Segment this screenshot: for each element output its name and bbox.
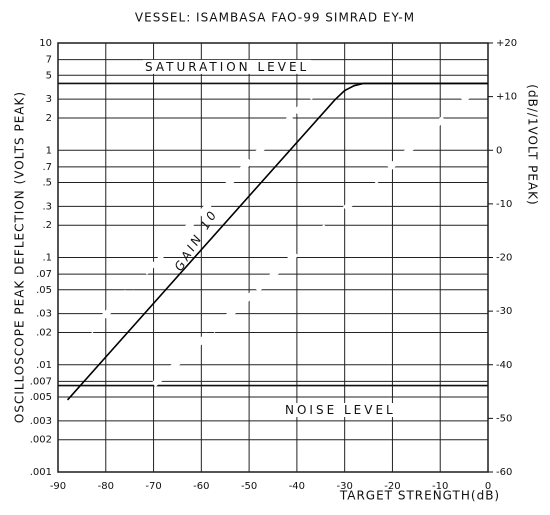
- level-label: NOISE LEVEL: [285, 403, 396, 417]
- x-tick-label: -30: [336, 481, 352, 492]
- label-bg: [143, 59, 312, 74]
- x-axis-label: TARGET STRENGTH(dB): [339, 489, 500, 503]
- y2-tick-label: -30: [496, 306, 512, 317]
- y-tick-label: 3: [46, 94, 52, 105]
- y2-tick-label: +20: [496, 38, 517, 49]
- y-tick-label: 7: [46, 55, 52, 66]
- gain-band: [60, 83, 323, 363]
- y-tick-label: .05: [36, 285, 52, 296]
- y2-tick-label: 0: [496, 145, 502, 156]
- x-tick-label: -70: [145, 481, 161, 492]
- y-tick-label: .1: [42, 253, 52, 264]
- x-tick-label: -90: [50, 481, 66, 492]
- y-axis-label: OSCILLOSCOPE PEAK DEFLECTION (VOLTS PEAK…: [13, 91, 27, 423]
- chart-title: VESSEL: ISAMBASA FAO-99 SIMRAD EY-M: [135, 11, 415, 25]
- y-tick-label: .5: [42, 178, 52, 189]
- y2-tick-label: -40: [496, 360, 512, 371]
- level-label: SATURATION LEVEL: [145, 60, 309, 74]
- y-tick-label: 1: [46, 145, 52, 156]
- y-tick-label: .005: [30, 392, 52, 403]
- y-tick-label: 5: [46, 70, 52, 81]
- x-tick-label: -20: [384, 481, 400, 492]
- x-tick-label: -50: [241, 481, 257, 492]
- x-tick-label: -80: [98, 481, 114, 492]
- y-tick-label: 10: [39, 38, 52, 49]
- x-tick-label: 0: [485, 481, 491, 492]
- label-bg: [283, 403, 398, 418]
- y-tick-label: .02: [36, 327, 52, 338]
- y-tick-label: .07: [36, 269, 52, 280]
- y2-tick-label: -50: [496, 413, 512, 424]
- y-tick-label: .003: [30, 416, 52, 427]
- y-tick-label: .01: [36, 360, 52, 371]
- x-tick-label: -10: [432, 481, 448, 492]
- y2-tick-label: +10: [496, 92, 517, 103]
- y-tick-label: .001: [30, 467, 52, 478]
- gain-band: [151, 88, 476, 388]
- response-line: [66, 82, 488, 401]
- y2-axis-label: (dB//1VOLT PEAK): [526, 84, 540, 205]
- y2-tick-label: -60: [496, 467, 512, 478]
- y-tick-label: .002: [30, 435, 52, 446]
- y-tick-label: .007: [30, 376, 52, 387]
- y-tick-label: .2: [42, 220, 52, 231]
- x-tick-label: -40: [289, 481, 305, 492]
- y-tick-label: .03: [36, 309, 52, 320]
- y-tick-label: .7: [42, 162, 52, 173]
- y-tick-label: 2: [46, 113, 52, 124]
- y-tick-label: .3: [42, 201, 52, 212]
- y2-tick-label: -20: [496, 253, 512, 264]
- y2-tick-label: -10: [496, 199, 512, 210]
- x-tick-label: -60: [193, 481, 209, 492]
